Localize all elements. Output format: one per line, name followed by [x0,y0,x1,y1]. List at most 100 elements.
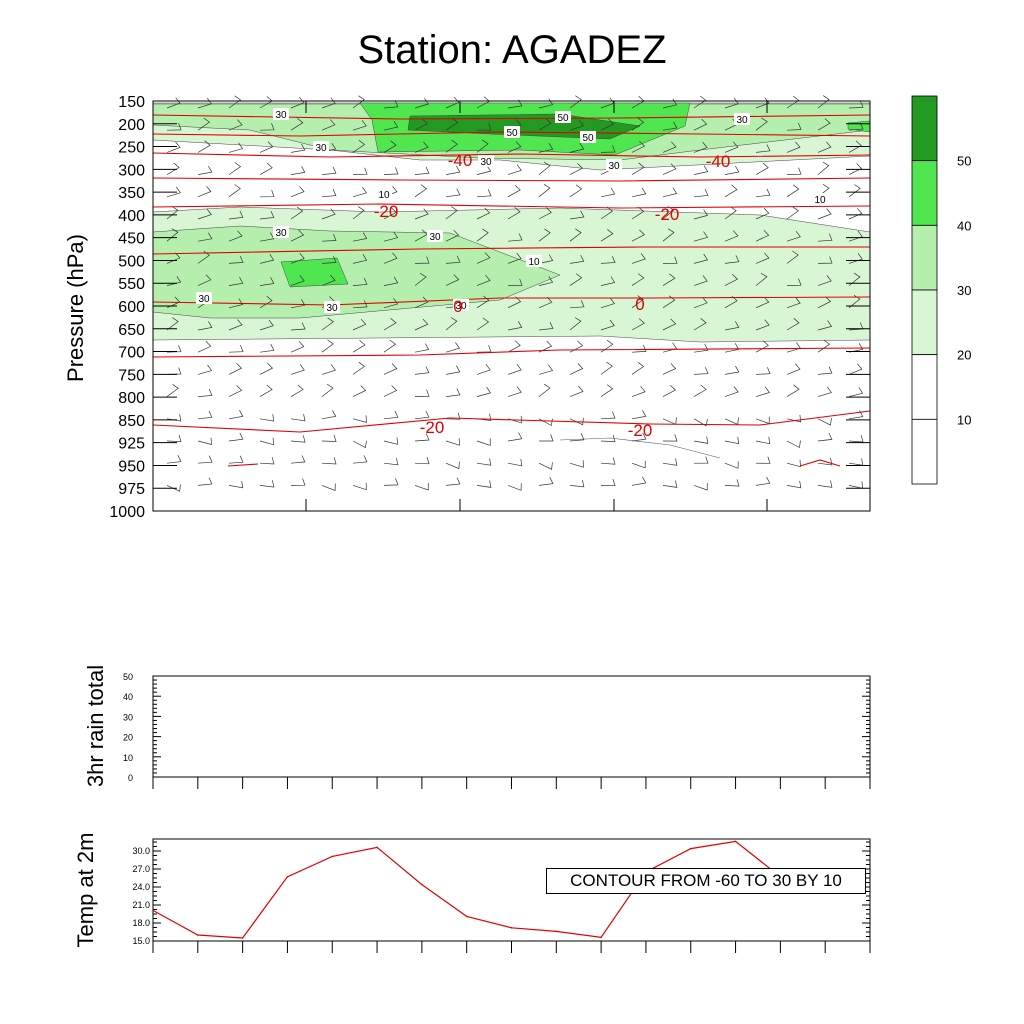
wind-barb [631,162,645,175]
wind-barb [631,410,647,420]
wind-speed-contour-label: 50 [506,128,518,139]
wind-barb [290,384,304,397]
wind-barb [228,142,244,153]
wind-speed-contour-label: 30 [275,228,287,239]
wind-barb [228,210,244,220]
wind-barb [228,276,244,286]
wind-barb [538,161,551,175]
wind-barb [383,140,397,153]
wind-barb [631,476,647,486]
wind-barb [166,162,180,175]
wind-speed-label-bg [427,230,443,242]
wind-barb [569,317,582,331]
wind-barb [724,141,739,153]
wind-barb [445,96,460,109]
wind-barb [786,318,800,331]
wind-barb [724,321,740,331]
colorbar-level-label: 30 [957,283,971,298]
wind-barb [755,162,769,175]
wind-barb [259,210,275,220]
wind-barb [817,366,833,375]
wind-speed-label-bg [606,159,622,171]
wind-barb [848,272,861,286]
wind-barb [197,341,212,353]
temp2m-tick-label: 30.0 [132,846,150,856]
wind-barb [259,343,275,353]
colorbar-level-label: 10 [957,412,971,427]
pressure-tick-label: 1000 [109,504,145,521]
wind-barb [693,318,707,331]
wind-barb [445,342,460,353]
wind-barb [476,228,489,242]
wind-barb [817,432,833,442]
wind-barb [600,339,614,353]
wind-barb [786,141,801,153]
wind-barb [848,140,862,153]
colorbar-box [911,224,938,291]
wind-barb [414,482,429,491]
wind-barb [476,458,492,466]
wind-barb [197,410,213,420]
wind-barb [662,295,676,309]
wind-barb [569,163,584,175]
wind-barb [600,276,616,286]
pressure-axis-label: Pressure (hPa) [63,234,88,382]
temp2m-tick-label: 15.0 [132,936,150,946]
wind-barb [507,340,521,353]
wind-barb [600,361,613,375]
wind-barb [290,413,306,422]
wind-barb [662,163,677,175]
wind-speed-contour-label: 10 [528,257,540,268]
wind-barb [228,455,244,464]
wind-barb [817,480,833,488]
wind-barb [755,296,770,309]
wind-speed-label-bg [273,226,289,238]
colorbar: 50 40 30 20 10 [911,95,971,485]
wind-barb [600,411,616,420]
wind-barb [476,252,491,264]
wind-barb [693,253,709,264]
wind-barb [693,209,709,220]
wind-barb [352,95,365,109]
wind-barb [290,341,305,353]
wind-barb [476,317,490,331]
wind-barb [569,273,583,286]
wind-speed-label-bg [580,131,596,143]
wind-speed-contour-label: 50 [582,133,594,144]
wind-barb [259,362,274,375]
rain-panel: 0 10 20 30 40 50 3hr rain total [83,665,871,789]
wind-barb [476,123,492,131]
wind-barb [290,252,305,264]
wind-barb [848,100,864,109]
wind-barb [414,272,427,286]
wind-barb [817,320,833,331]
wind-barb [786,480,802,489]
wind-barb [414,389,430,397]
wind-barb [662,385,676,397]
wind-barb [848,230,863,242]
wind-barb [166,186,181,198]
pressure-tick-label: 300 [118,162,145,179]
wind-barb [228,298,244,309]
pressure-axis: 1502002503003504004505005506006507007508… [109,94,870,521]
wind-barb [507,207,521,220]
wind-barbs [166,95,864,492]
wind-barb [817,161,830,175]
wind-speed-label-bg [555,111,571,123]
wind-barb [321,119,336,131]
wind-speed-label-bg [453,299,469,311]
wind-barb [786,342,801,353]
wind-barb [600,319,615,331]
wind-barb [600,255,616,264]
wind-barb [786,384,800,397]
wind-barb [259,189,275,198]
wind-barb [197,274,212,286]
wind-barb [569,120,584,131]
wind-barb [538,462,553,470]
wind-barb [538,276,554,286]
wind-barb [539,434,554,442]
wind-barb [414,456,430,465]
wind-speed-contour-label: 30 [429,232,441,243]
wind-barb [228,255,244,264]
wind-barb [538,228,551,242]
